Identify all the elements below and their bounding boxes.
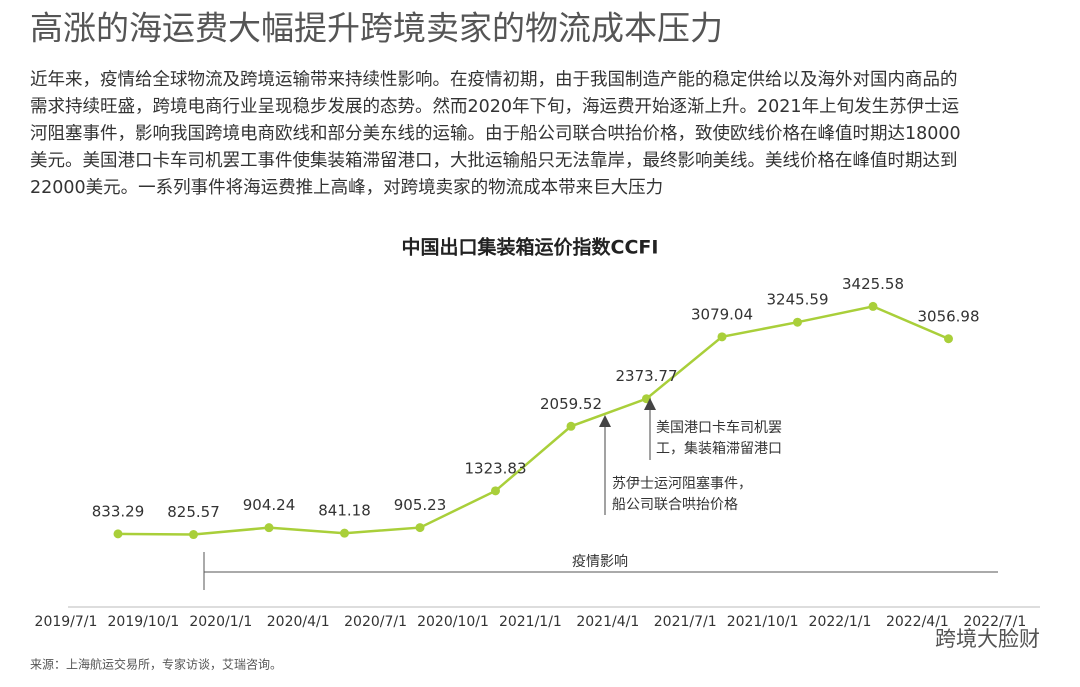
point [415,523,425,533]
arrow-head [644,398,656,410]
data-label: 2059.52 [540,395,602,413]
point [264,523,274,533]
paragraph-line: 22000美元。一系列事件将海运费推上高峰，对跨境卖家的物流成本带来巨大压力 [30,178,663,198]
x-tick-label: 2022/1/1 [809,614,872,630]
annotation: 工，集装箱滞留港口 [656,440,782,457]
data-label: 841.18 [318,502,371,520]
x-tick-label: 2021/4/1 [576,614,639,630]
point [340,528,349,538]
x-tick-label: 2020/7/1 [344,614,407,630]
data-label: 3079.04 [691,305,753,323]
x-tick-label: 2019/10/1 [108,614,180,630]
arrow-head [599,415,611,427]
data-label: 3056.98 [917,307,979,325]
x-tick-label: 2020/4/1 [267,614,330,630]
data-label: 825.57 [167,503,220,521]
watermark: 跨境大脸财 [935,627,1040,651]
point [566,421,576,431]
x-tick-label: 2022/4/1 [886,614,949,630]
x-tick-label: 2021/10/1 [727,614,799,630]
source: 来源：上海航运交易所，专家访谈，艾瑞咨询。 [30,657,282,672]
x-tick-label: 2020/1/1 [189,614,252,630]
annotation: 苏伊士运河阻塞事件， [612,475,752,492]
data-label: 2373.77 [615,367,677,385]
point [113,529,123,539]
paragraph-line: 需求持续旺盛，跨境电商行业呈现稳步发展的态势。然而2020年下旬，海运费开始逐渐… [30,97,959,117]
point [793,317,802,327]
x-tick-label: 2021/1/1 [499,614,562,630]
paragraph-line: 河阻塞事件，影响我国跨境电商欧线和部分美东线的运输。由于船公司联合哄抬价格，致使… [30,123,961,144]
x-tick-label: 2021/7/1 [654,614,717,630]
point [868,301,878,311]
paragraph-line: 美元。美国港口卡车司机罢工事件使集装箱滞留港口，大批运输船只无法靠岸，最终影响美… [30,150,958,171]
point [491,486,500,496]
paragraph-line: 近年来，疫情给全球物流及跨境运输带来持续性影响。在疫情初期，由于我国制造产能的稳… [30,70,958,90]
annotation: 美国港口卡车司机罢 [656,419,782,436]
x-tick-label: 2020/10/1 [417,614,489,630]
data-label: 833.29 [92,502,145,520]
data-label: 1323.83 [464,459,526,477]
chart-title: 中国出口集装箱运价指数CCFI [402,236,659,259]
data-label: 904.24 [243,496,296,514]
data-label: 905.23 [394,496,447,514]
point [189,530,198,540]
line [117,305,949,536]
data-label: 3425.58 [842,275,904,293]
point [944,334,953,344]
annotation: 船公司联合哄抬价格 [612,497,738,513]
point [717,332,727,342]
data-label: 3245.59 [766,291,828,309]
page-title: 高涨的海运费大幅提升跨境卖家的物流成本压力 [30,9,723,48]
x-tick-label: 2019/7/1 [35,614,98,630]
annotation: 疫情影响 [572,554,628,570]
x-tick-label: 2022/7/1 [963,614,1026,630]
